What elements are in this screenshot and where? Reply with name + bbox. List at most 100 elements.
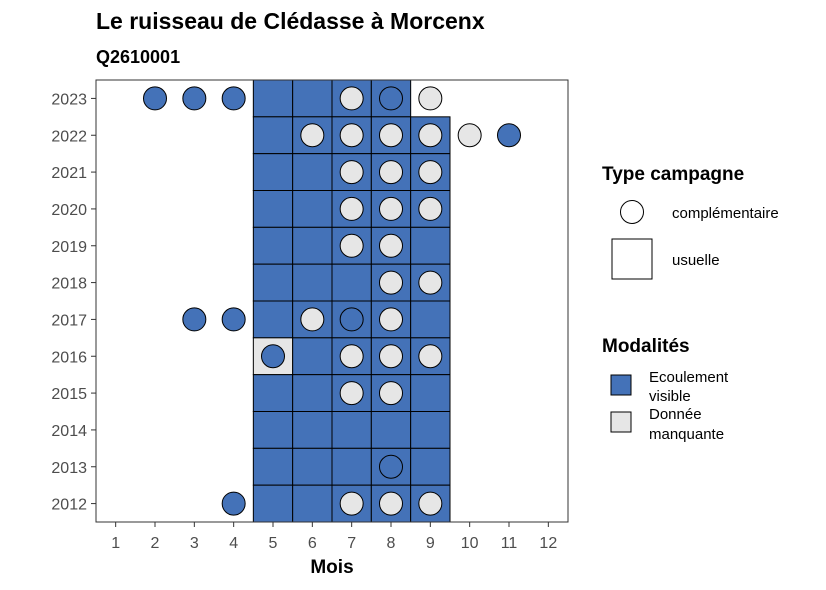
usuelle-tiles [252,79,451,523]
y-tick-label-2014: 2014 [51,423,87,440]
complementaire-point-2016-7 [339,344,364,369]
y-tick-label-2016: 2016 [51,349,87,366]
complementaire-point-2017-8 [379,307,403,332]
usuelle-tile-2014-9 [410,411,451,449]
chart-subtitle: Q2610001 [96,47,180,67]
complementaire-point-2023-9 [418,86,443,111]
complementaire-point-2021-7 [339,160,364,185]
usuelle-tile-2022-5 [252,116,294,155]
complementaire-point-2012-7 [339,491,364,516]
x-axis-title: Mois [310,557,353,578]
usuelle-tile-2013-9 [410,447,451,486]
x-axis: 1 2 3 4 5 6 7 8 9 10 11 12 [111,522,557,552]
complementaire-points [143,86,521,516]
usuelle-tile-2014-5 [252,411,294,449]
usuelle-tile-2013-5 [252,447,294,486]
usuelle-tile-2017-9 [410,300,451,339]
legend-label-ecoulement-line1: Ecoulement [649,369,729,386]
y-tick-label-2017: 2017 [51,312,87,329]
plot-border [95,79,569,523]
complementaire-point-2017-4 [221,307,246,332]
usuelle-tile-2019-5 [252,226,294,265]
x-tick-label-6: 6 [308,535,317,552]
legend-modalites-title: Modalités [602,336,690,357]
x-tick-label-8: 8 [387,535,396,552]
complementaire-point-2020-9 [418,196,443,221]
x-tick-label-11: 11 [501,535,518,552]
usuelle-tile-2014-7 [331,411,372,449]
y-tick-label-2023: 2023 [51,91,87,108]
complementaire-point-2015-7 [339,381,364,406]
complementaire-point-2016-5 [261,344,285,369]
usuelle-tile-2020-5 [252,190,294,228]
legend-label-ecoulement-line2: visible [649,388,691,405]
legend-label-donnee-line1: Donnée [649,406,702,423]
y-axis: 2012 2013 2014 2015 2016 2017 2018 2019 2020 2021… [51,91,96,514]
usuelle-tile-2019-8 [370,226,412,265]
usuelle-tile-2018-7 [331,263,372,302]
complementaire-point-2023-2 [143,86,167,111]
usuelle-tile-2016-6 [292,337,333,376]
legend-square-key [611,238,653,280]
usuelle-tile-2021-6 [292,153,333,192]
y-tick-label-2019: 2019 [51,239,87,256]
legend-type-campagne: Type campagne complémentaire usuelle [602,164,779,280]
legend-circle-key [620,200,644,224]
complementaire-point-2012-8 [379,491,403,516]
complementaire-point-2018-9 [418,270,443,295]
y-tick-label-2015: 2015 [51,386,87,403]
usuelle-tile-2021-5 [252,153,294,192]
usuelle-tile-2012-6 [292,484,333,523]
complementaire-point-2012-4 [221,491,246,516]
complementaire-point-2017-7 [339,307,364,332]
x-tick-label-4: 4 [229,535,238,552]
x-tick-label-3: 3 [190,535,199,552]
usuelle-tile-2013-6 [292,447,333,486]
complementaire-point-2022-10 [457,123,482,148]
x-tick-label-7: 7 [347,535,356,552]
usuelle-tile-2015-6 [292,374,333,412]
complementaire-point-2016-9 [418,344,443,369]
y-tick-label-2013: 2013 [51,460,87,477]
complementaire-point-2022-8 [379,123,403,148]
legend-label-complementaire: complémentaire [672,205,779,222]
usuelle-tile-2023-6 [292,79,333,118]
legend-type-title: Type campagne [602,164,744,185]
complementaire-point-2022-6 [300,123,325,148]
complementaire-point-2017-3 [182,307,207,332]
y-tick-label-2021: 2021 [51,165,87,182]
complementaire-point-2012-9 [418,491,443,516]
x-tick-label-1: 1 [111,535,120,552]
y-tick-label-2012: 2012 [51,497,87,514]
complementaire-point-2017-6 [300,307,325,332]
complementaire-point-2015-8 [379,381,403,406]
complementaire-point-2022-11 [497,123,521,148]
x-tick-label-10: 10 [461,535,479,552]
x-tick-label-2: 2 [151,535,160,552]
chart-title: Le ruisseau de Clédasse à Morcenx [96,8,485,34]
complementaire-point-2023-4 [221,86,246,111]
legend-donnee-manquante-key [610,411,632,433]
usuelle-tile-2015-5 [252,374,294,412]
complementaire-point-2020-7 [339,196,364,221]
usuelle-tile-2012-8 [370,484,412,523]
usuelle-tile-2018-6 [292,263,333,302]
usuelle-tile-2013-7 [331,447,372,486]
legend-ecoulement-visible-key [610,374,632,396]
complementaire-point-2018-8 [379,270,403,295]
complementaire-point-2020-8 [379,196,403,221]
complementaire-point-2021-9 [418,160,443,185]
usuelle-tile-2014-6 [292,411,333,449]
complementaire-point-2022-7 [339,123,364,148]
usuelle-tile-2012-5 [252,484,294,523]
x-tick-label-12: 12 [539,535,557,552]
usuelle-tile-2019-6 [292,226,333,265]
complementaire-point-2021-8 [379,160,403,185]
usuelle-tile-2017-5 [252,300,294,339]
y-tick-label-2018: 2018 [51,276,87,293]
complementaire-point-2022-9 [418,123,443,148]
complementaire-point-2023-3 [182,86,207,111]
complementaire-point-2019-7 [339,233,364,258]
usuelle-tile-2023-5 [252,79,294,118]
